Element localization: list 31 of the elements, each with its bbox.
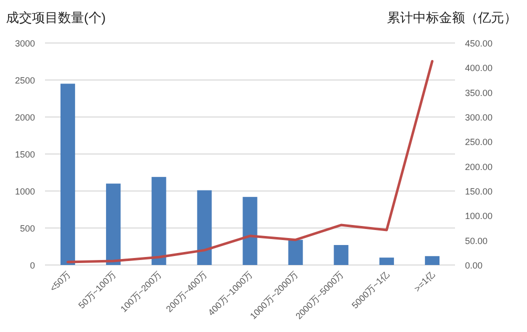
y-tick-label: 500 [20,224,35,234]
bar [106,184,121,265]
bar [242,196,258,265]
bar [152,176,166,265]
y-tick-label: 1000 [14,186,35,196]
y2-tick-label: 400.00 [465,63,493,74]
y2-tick-label: 50.00 [465,236,488,246]
y2-tick-label: 150.00 [465,186,493,196]
y-axis-title: 成交项目数量(个) [6,10,106,25]
y-tick-label: 1500 [14,150,35,160]
y2-tick-label: 200.00 [465,162,493,172]
bar [197,190,212,265]
y-tick-label: 0 [30,260,35,270]
y-tick-label: 2500 [14,76,35,86]
line-series [66,60,434,264]
y2-axis-title: 累计中标金额（亿元） [387,10,517,25]
bar [288,240,303,265]
bar [379,258,394,265]
y-tick-label: 3000 [14,38,35,48]
bar [60,84,76,265]
y2-tick-label: 0.00 [465,260,483,270]
bar [424,256,440,265]
y-tick-label: 2000 [14,112,35,122]
x-tick-label: >=1亿 [412,269,437,294]
y2-tick-label: 450.00 [465,38,493,48]
bar [334,245,348,265]
y2-tick-label: 100.00 [465,211,493,222]
y2-tick-label: 350.00 [465,88,493,98]
y2-tick-label: 300.00 [465,112,493,122]
y2-tick-label: 250.00 [465,137,493,148]
x-tick-label: <50万 [48,269,72,294]
